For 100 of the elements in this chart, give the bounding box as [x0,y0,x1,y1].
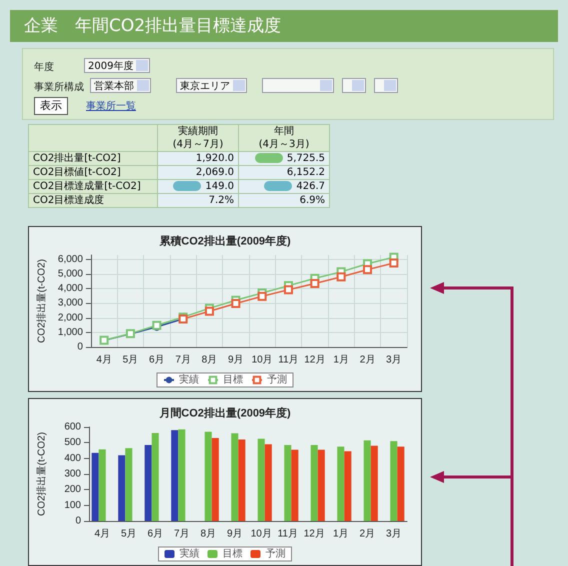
text: CO2排出量[t-CO2] [28,152,158,166]
y-tick-label: 6,000 [58,254,84,265]
legend-label: 実績 [180,548,200,560]
y-tick-label: 400 [64,452,82,464]
chart-title: 月間CO2排出量(2009年度) [158,406,292,420]
bar [178,429,186,521]
point [258,292,267,301]
legend-label: 予測 [266,548,286,560]
y-tick-label: 2,000 [58,312,84,324]
bar [212,438,219,521]
legend-label: 目標 [222,548,242,560]
text: 149.0 [158,180,238,194]
text: 年間 (4月～3月) [238,124,330,152]
text: CO2目標値[t-CO2] [28,166,158,180]
chart-title: 累積CO2排出量(2009年度) [158,234,292,248]
x-tick-label: 6月 [147,528,164,540]
x-tick-label: 8月 [200,528,216,540]
x-tick-label: 11月 [278,354,299,366]
y-tick-label: 500 [64,437,82,448]
y-tick-label: 100 [64,500,82,511]
bar [370,446,378,521]
bar [318,450,325,521]
text: 6,152.2 [238,166,330,180]
bar [118,455,126,521]
text: 7.2% [158,194,238,208]
y-tick-label: 200 [64,484,82,496]
point [284,285,293,294]
bar [337,446,344,521]
text: 6.9% [238,194,330,208]
bar [284,445,292,521]
text: 2,069.0 [158,166,238,180]
y-tick-label: 0 [75,516,82,526]
x-tick-label: 10月 [252,354,273,366]
x-tick-label: 12月 [304,528,325,540]
x-tick-label: 2月 [359,528,376,540]
bar [92,452,99,521]
y-tick-label: 3,000 [58,298,84,309]
x-tick-label: 7月 [175,354,191,366]
point [204,306,214,316]
x-tick-label: 9月 [228,354,244,366]
x-tick-label: 10月 [250,528,272,540]
point [389,258,398,268]
y-axis-title: CO2排出量(t-CO2) [36,259,48,343]
x-tick-label: 1月 [332,528,349,540]
x-tick-label: 3月 [386,354,402,366]
text: 5,725.5 [238,152,330,166]
bar [258,438,265,521]
text: 表示 [34,97,68,115]
x-tick-label: 6月 [148,354,165,366]
y-tick-label: 600 [64,422,82,432]
text: 事業所一覧 [86,100,136,113]
bar [152,432,159,521]
text: CO2目標達成度 [28,194,158,208]
bar [238,440,246,521]
bar [264,444,272,521]
bar [390,441,398,521]
y-tick-label: 1,000 [58,326,84,338]
x-tick-label: 12月 [304,354,326,366]
bar [125,448,132,521]
y-axis-title: CO2排出量(t-CO2) [36,432,48,516]
text: 企業 年間CO2排出量目標達成度 [10,10,558,42]
bar [98,449,106,521]
legend-label: 実績 [179,374,199,386]
x-tick-label: 7月 [174,528,190,540]
text: 1,920.0 [158,152,238,166]
legend-label: 予測 [267,374,287,386]
bar [171,430,178,521]
x-tick-label: 8月 [202,354,218,366]
bar [291,450,298,521]
y-tick-label: 4,000 [58,283,84,294]
text: 事業所構成 [34,80,84,94]
x-tick-label: 9月 [226,528,243,540]
bar [204,432,212,521]
y-tick-label: 5,000 [58,268,84,280]
point [362,265,372,274]
legend-label: 目標 [223,374,243,386]
bar [397,446,404,521]
bar [231,433,238,521]
y-tick-label: 300 [64,468,82,480]
text: 426.7 [238,180,330,194]
bar [310,445,318,521]
text: 東京エリア [176,78,247,93]
bar [144,445,152,521]
x-tick-label: 3月 [386,528,402,540]
x-tick-label: 1月 [333,354,349,366]
bar [364,440,371,521]
x-tick-label: 11月 [278,528,298,540]
text: 営業本部 [90,78,151,93]
y-tick-label: 0 [77,342,84,352]
text: 年度 [34,60,54,74]
point [310,278,320,288]
text: 2009年度 [84,58,150,73]
text: CO2目標達成量[t-CO2] [28,180,158,194]
bar [344,451,352,521]
point [336,272,346,282]
x-tick-label: 4月 [94,528,110,540]
point [231,298,240,308]
x-tick-label: 5月 [120,528,137,540]
x-tick-label: 4月 [96,354,112,366]
text: 実績期間 (4月～7月) [158,124,238,152]
